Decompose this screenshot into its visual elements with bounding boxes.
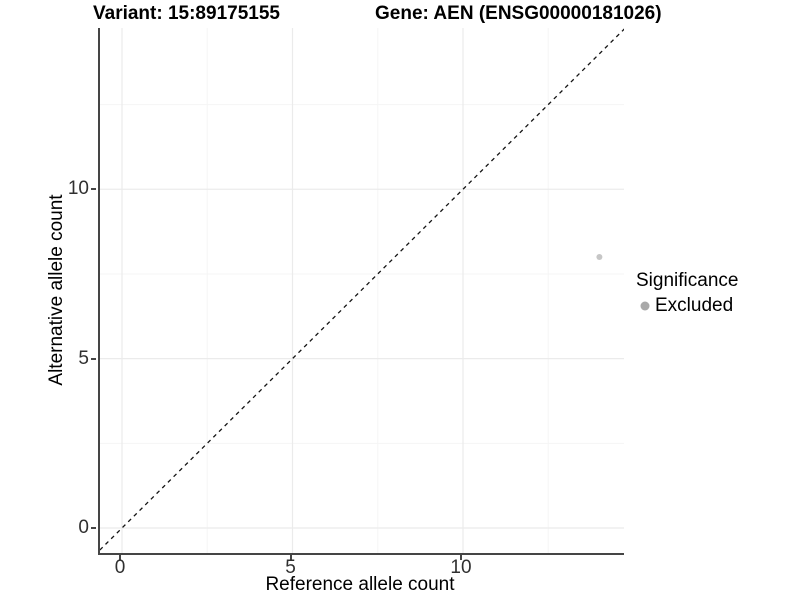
- legend-title: Significance: [636, 270, 739, 291]
- y-tick-mark: [91, 357, 96, 360]
- legend-point-icon: [640, 301, 650, 311]
- plot-title-variant: Variant: 15:89175155: [93, 3, 280, 24]
- x-tick-mark: [119, 555, 121, 560]
- legend: Significance Excluded: [636, 270, 738, 317]
- x-tick-label: 5: [285, 557, 296, 578]
- x-tick-label: 0: [114, 557, 126, 578]
- legend-key: [636, 297, 654, 315]
- plot-panel: [98, 28, 624, 555]
- y-tick-mark: [91, 188, 96, 191]
- y-tick-mark: [91, 527, 96, 529]
- x-tick-mark: [289, 555, 292, 560]
- y-tick-label: 5: [78, 347, 89, 369]
- y-tick-label: 10: [67, 178, 89, 200]
- x-axis-title: Reference allele count: [265, 574, 455, 595]
- x-tick-label: 10: [450, 557, 472, 578]
- legend-item-label: Excluded: [655, 295, 734, 316]
- x-tick-mark: [460, 555, 462, 560]
- legend-item-excluded: Excluded: [636, 295, 738, 317]
- plot-area-svg: [100, 28, 624, 553]
- data-point: [596, 254, 603, 260]
- identity-dashed-line: [100, 28, 624, 551]
- y-tick-label: 0: [78, 517, 89, 538]
- plot-title-gene: Gene: AEN (ENSG00000181026): [375, 3, 662, 24]
